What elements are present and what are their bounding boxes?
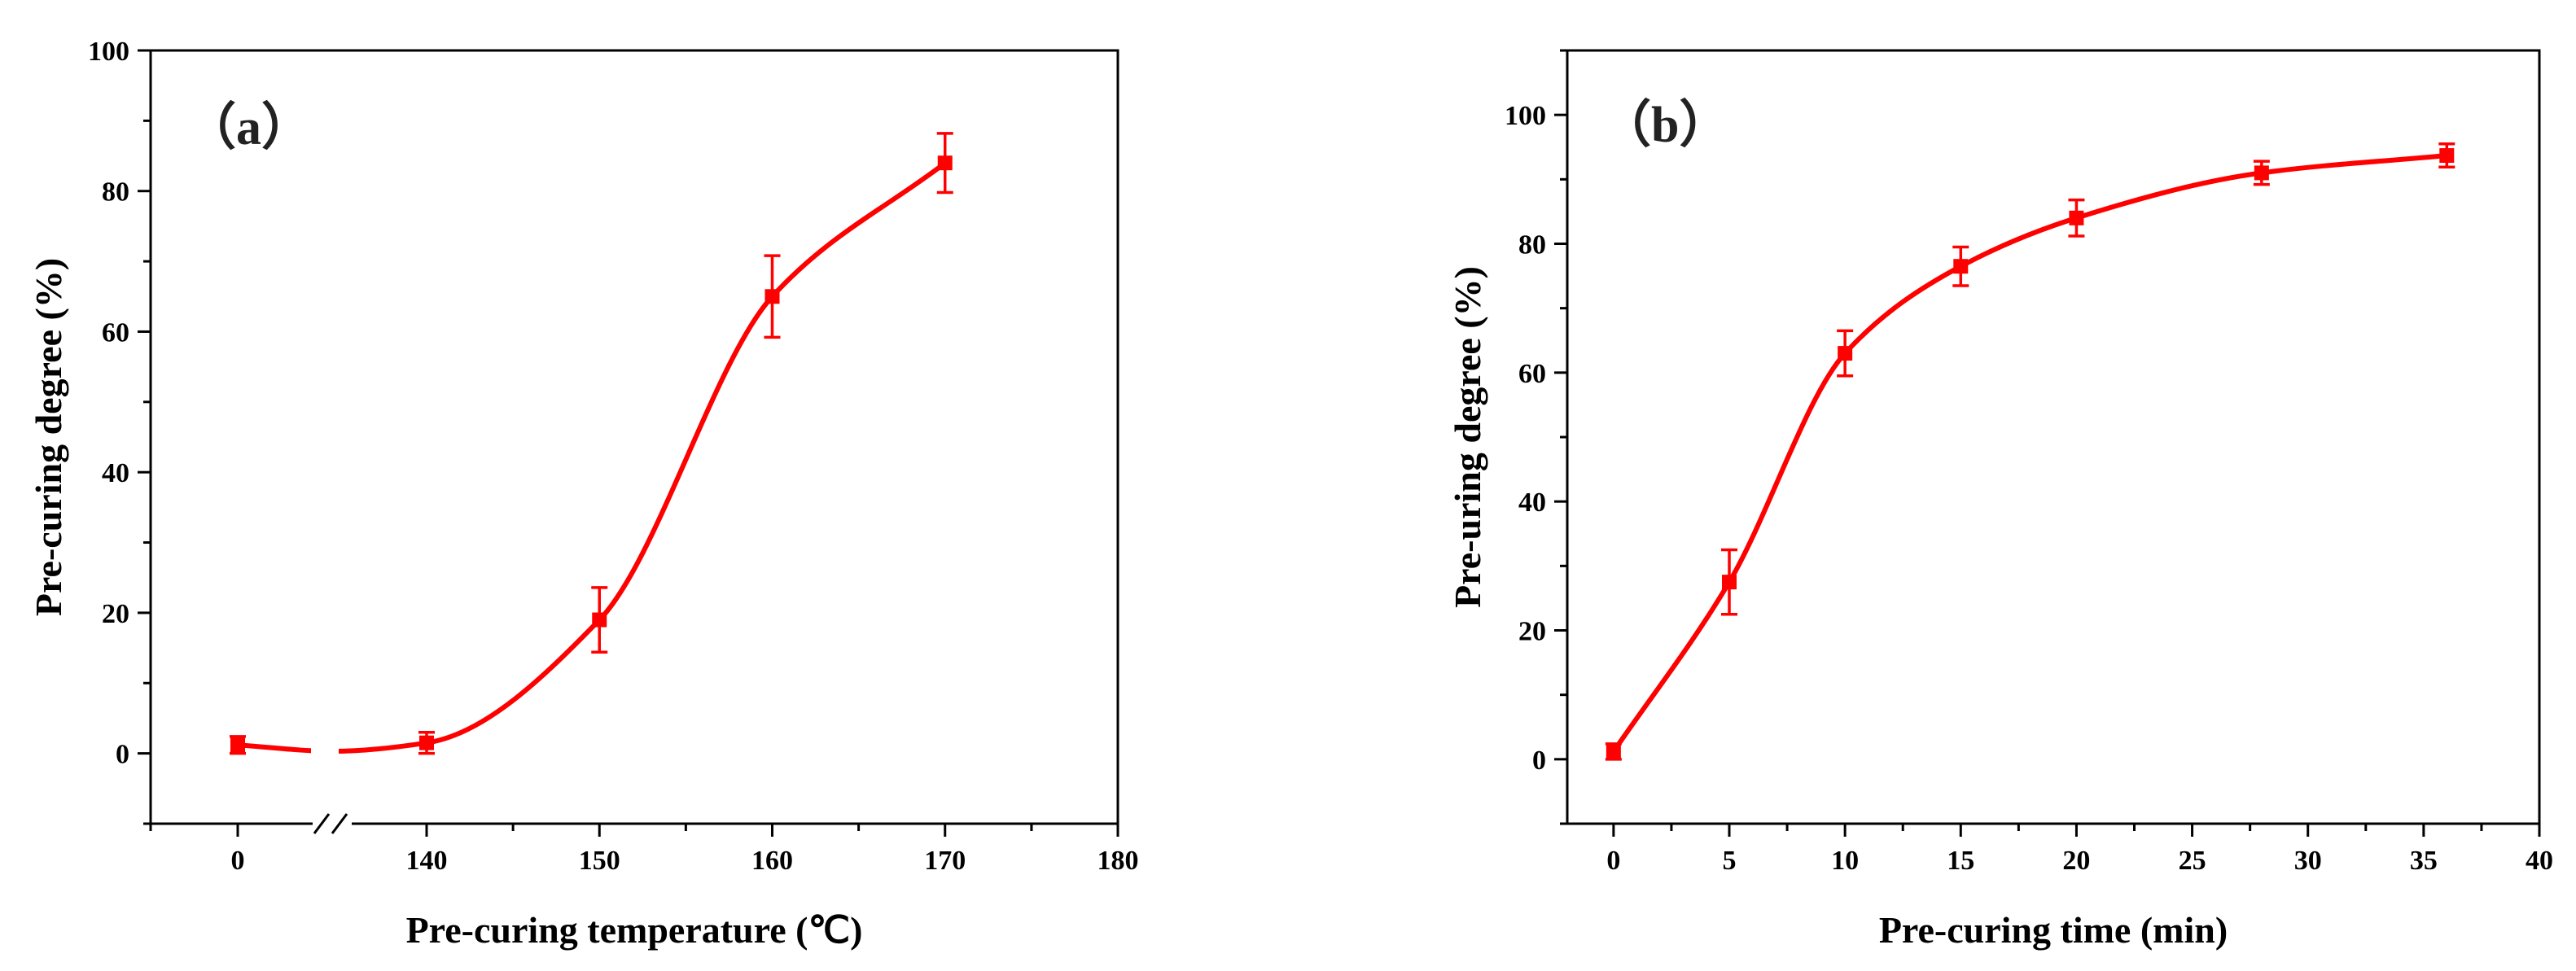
panel-b-x-tick-label: 10 [1831, 846, 1859, 876]
panel-b-x-tick-label: 25 [2179, 846, 2206, 876]
panel-a-x-tick-label: 150 [579, 846, 620, 876]
panel-a-label: （a） [186, 98, 312, 155]
panel-b-series-line [1610, 153, 2450, 754]
panel-b-data-point [1953, 259, 1969, 274]
panel-b-y-tick-label: 60 [1518, 359, 1546, 389]
panel-b-x-tick-label: 20 [2062, 846, 2090, 876]
panel-b-y-tick-label: 20 [1518, 617, 1546, 647]
panel-b-y-tick-label: 0 [1532, 746, 1546, 776]
panel-b-y-axis-title: Pre-uring degree (%) [1447, 266, 1488, 608]
panel-a-x-axis-title: Pre-curing temperature (℃) [406, 909, 863, 951]
panel-a-x-tick-label: 160 [751, 846, 793, 876]
panel-b-x-axis-title: Pre-curing time (min) [1879, 909, 2228, 951]
panel-b-data-point [1722, 575, 1737, 590]
panel-a-data-point [230, 737, 245, 753]
panel-a-data-point [937, 155, 953, 171]
panel-a-y-tick-label: 60 [102, 317, 129, 348]
panel-b-data-point [2069, 210, 2084, 225]
panel-a-y-axis-title: Pre-curing degree (%) [28, 258, 69, 616]
panel-a-x-tick-label: 0 [231, 846, 245, 876]
panel-b-label: （b） [1601, 96, 1729, 153]
panel-a-frame [149, 49, 1119, 825]
panel-b-data-point [1838, 346, 1853, 361]
panel-b-frame [1566, 49, 2541, 825]
panel-a-axis-break [313, 811, 352, 837]
panel-a-curve-break-gap [311, 725, 339, 775]
panel-b-x-tick-label: 30 [2294, 846, 2322, 876]
panel-a-y-tick-label: 80 [102, 177, 129, 208]
panel-a-x-tick-label: 170 [924, 846, 966, 876]
panel-b-x-tick-label: 5 [1723, 846, 1737, 876]
panel-a-x-tick-label: 180 [1097, 846, 1139, 876]
panel-b-y-tick-label: 100 [1505, 101, 1546, 131]
panel-a-x-tick-label: 140 [406, 846, 448, 876]
panel-a-data-point [592, 612, 607, 628]
panel-b-x-tick-label: 15 [1947, 846, 1974, 876]
panel-a-data-point [419, 735, 434, 750]
panel-a-y-tick-label: 40 [102, 458, 129, 488]
panel-a-series-line [235, 160, 948, 754]
panel-b-y-tick-label: 80 [1518, 230, 1546, 260]
panel-a-data-point [764, 289, 780, 304]
panel-b-data-point [2254, 165, 2269, 181]
panel-b-y-tick-label: 40 [1518, 488, 1546, 518]
panel-b-x-tick-label: 40 [2526, 846, 2553, 876]
panel-b-x-tick-label: 35 [2410, 846, 2438, 876]
panel-a-y-tick-label: 100 [88, 37, 129, 67]
panel-a: （a） Pre-curing temperature (℃) Pre-curin… [28, 37, 1139, 951]
panel-b-x-tick-label: 0 [1606, 846, 1620, 876]
panel-a-y-tick-label: 0 [116, 740, 129, 770]
panel-b-data-point [2439, 148, 2455, 164]
panel-b-data-point [1606, 744, 1621, 759]
panel-b: （b） Pre-curing time (min) Pre-uring degr… [1447, 49, 2553, 951]
panel-a-y-tick-label: 20 [102, 599, 129, 629]
